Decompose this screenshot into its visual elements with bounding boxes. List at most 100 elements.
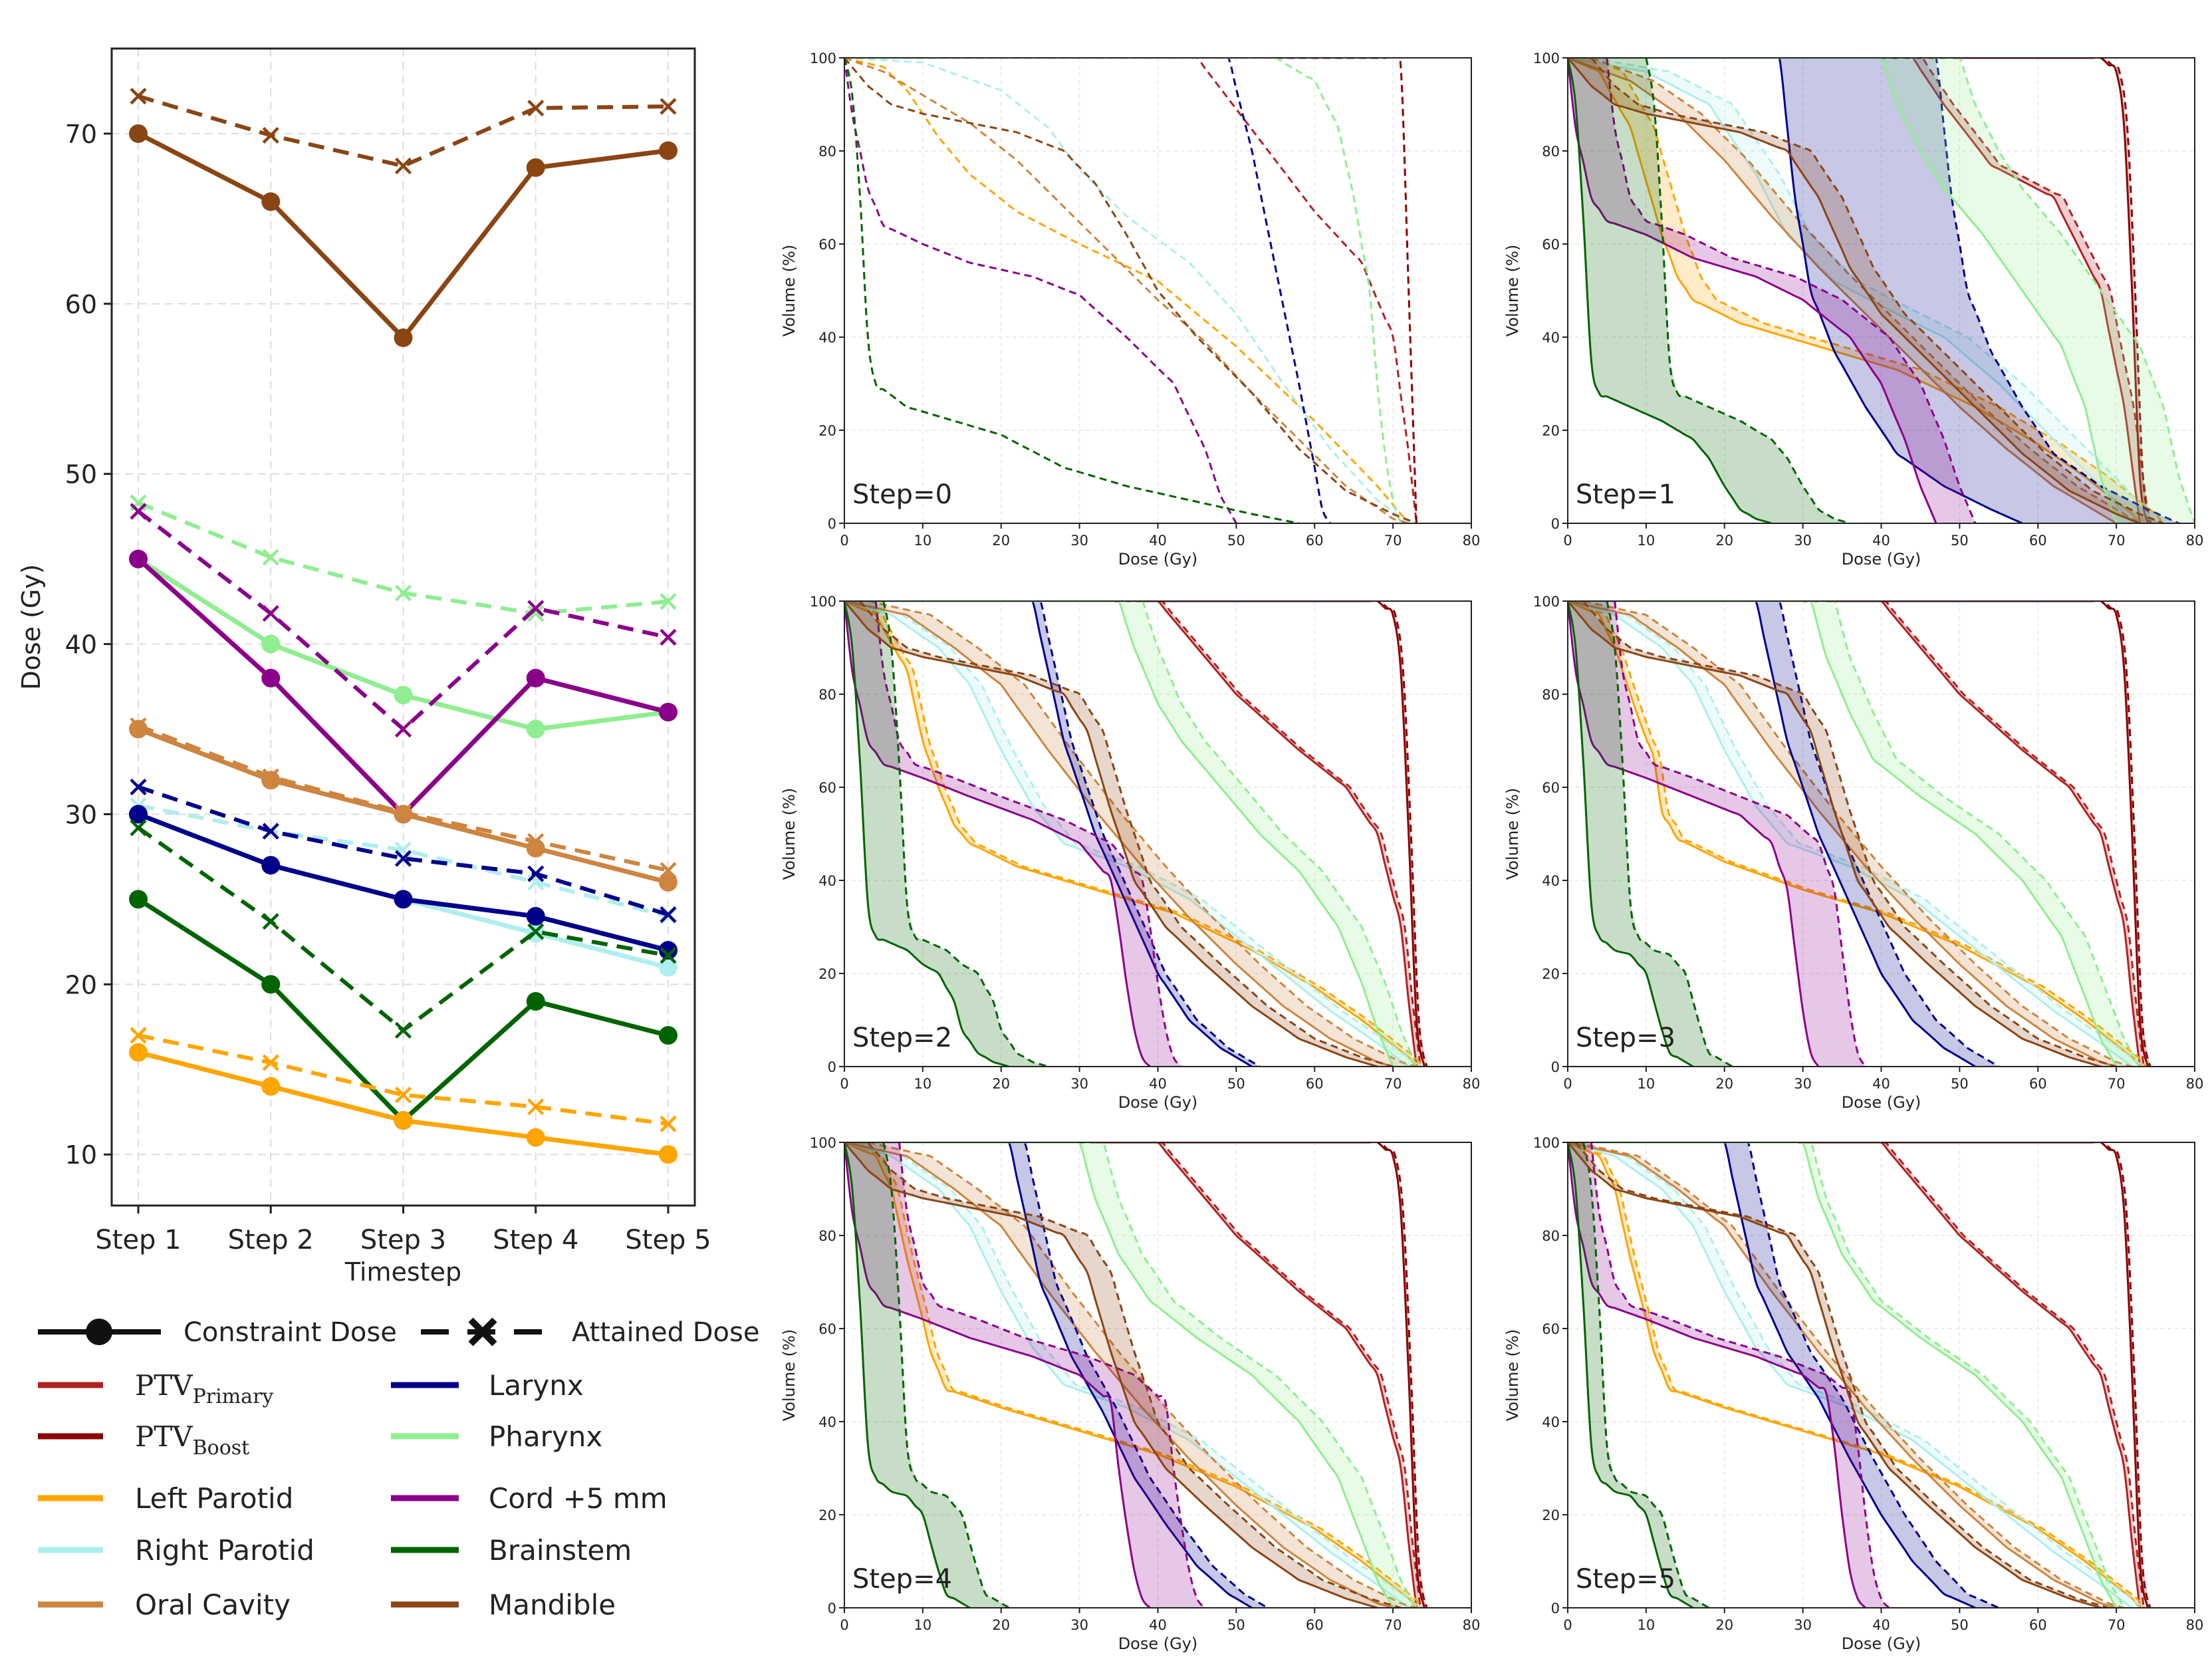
step-label: Step=3	[1576, 1023, 1675, 1053]
constraint-marker	[261, 975, 281, 994]
y-tick-label: 50	[65, 460, 97, 489]
dvh-band-oral-cavity	[1568, 601, 2132, 1067]
dvh-band-oral-cavity	[1568, 1142, 2124, 1608]
attained-dvh-cord-5-mm	[1590, 1142, 1890, 1608]
y-tick-label: 20	[818, 1507, 836, 1523]
dvh-panel-step-0: 0 10 20 30 40 50 60 70 80 0 20 40 60 80 100 Dose (Gy) Vo…	[780, 51, 1480, 569]
x-tick-label: 50	[1227, 533, 1245, 549]
attained-marker	[660, 1115, 677, 1132]
y-tick-label: 20	[1542, 423, 1560, 439]
attained-dvh-ptv-primary	[1577, 58, 2151, 523]
attained-dvh-larynx	[860, 1142, 1269, 1608]
constraint-marker	[394, 890, 413, 909]
curves	[844, 58, 1417, 523]
x-tick-label: 80	[1463, 1076, 1481, 1092]
curves	[844, 1142, 1428, 1608]
step-label: Step=2	[852, 1023, 952, 1053]
dvh-panel-step-2: 0 10 20 30 40 50 60 70 80 0 20 40 60 80 100 Dose (Gy) Vo…	[780, 594, 1480, 1112]
attained-dvh-brainstem	[1606, 601, 1733, 1067]
x-tick-label: 0	[840, 533, 848, 549]
dvh-band-larynx	[1568, 601, 1999, 1067]
y-tick-label: 0	[828, 1601, 836, 1616]
y-tick-label: 100	[1533, 51, 1560, 66]
legend-item-mandible: Mandible	[391, 1589, 616, 1621]
attained-dvh-mandible	[1582, 601, 2117, 1067]
attained-line-mandible	[138, 94, 669, 168]
constraint-dvh-left-parotid	[1568, 1142, 2141, 1608]
y-tick-label: 0	[828, 1059, 836, 1075]
curves	[844, 601, 1428, 1067]
x-tick-label: 70	[1384, 533, 1402, 549]
constraint-dvh-ptv-primary	[1568, 601, 2141, 1067]
y-tick-label: 20	[818, 966, 836, 982]
attained-marker	[660, 906, 677, 924]
attained-marker	[394, 720, 412, 738]
dvh-band-brainstem	[844, 601, 1048, 1067]
x-tick-label: 20	[1715, 1076, 1733, 1092]
legend-item-cord-5-mm: Cord +5 mm	[391, 1482, 668, 1515]
x-tick-label: 60	[2029, 1617, 2047, 1633]
constraint-dvh-larynx	[1568, 601, 1976, 1067]
constraint-dvh-mandible	[1568, 58, 2141, 523]
y-tick-label: 80	[1542, 687, 1560, 703]
constraint-dvh-left-parotid	[844, 601, 1417, 1067]
curves	[1568, 1142, 2151, 1608]
y-tick-label: 100	[810, 594, 836, 610]
legend-label: Mandible	[489, 1589, 616, 1621]
x-axis-label: Dose (Gy)	[1842, 1634, 1921, 1653]
y-axis-label: Volume (%)	[780, 1329, 799, 1421]
constraint-dvh-pharynx	[844, 601, 1394, 1067]
constraint-marker	[394, 1111, 413, 1130]
constraint-dvh-oral-cavity	[844, 601, 1394, 1067]
constraint-dvh-brainstem	[1568, 58, 1772, 523]
constraint-marker	[129, 719, 148, 739]
attained-marker	[130, 1027, 147, 1044]
constraint-marker	[659, 702, 677, 721]
attained-dvh-pharynx	[1646, 58, 2195, 523]
constraint-dvh-right-parotid	[844, 1142, 1410, 1608]
constraint-marker	[129, 805, 148, 824]
dvh-band-right-parotid	[1568, 601, 2144, 1067]
constraint-dvh-left-parotid	[844, 1142, 1417, 1608]
y-tick-label: 20	[1542, 966, 1560, 982]
x-tick-label: 10	[1638, 533, 1656, 549]
dvh-band-cord-5-mm	[1568, 601, 1866, 1067]
y-tick-label: 100	[810, 1135, 836, 1151]
dvh-band-mandible	[844, 1142, 1401, 1608]
x-axis-label: Dose (Gy)	[1118, 550, 1198, 569]
attained-dvh-oral-cavity	[844, 58, 1410, 523]
legend-item-right-parotid: Right Parotid	[38, 1534, 314, 1567]
x-tick-label: Step 2	[228, 1225, 314, 1255]
constraint-dvh-mandible	[844, 601, 1378, 1067]
attained-dvh-left-parotid	[1573, 601, 2148, 1067]
constraint-marker	[526, 907, 545, 926]
attained-dvh-ptv-primary	[1571, 1142, 2145, 1608]
constraint-marker	[394, 805, 413, 824]
x-tick-label: Step 5	[625, 1225, 711, 1255]
attained-marker	[394, 850, 412, 867]
y-tick-label: 0	[1551, 516, 1560, 532]
constraint-marker	[526, 991, 545, 1011]
y-tick-label: 60	[1542, 237, 1560, 253]
y-tick-label: 80	[1542, 1228, 1560, 1244]
constraint-dvh-ptv-primary	[1568, 58, 2141, 523]
dvh-band-left-parotid	[844, 601, 1423, 1067]
constraint-dvh-ptv-primary	[844, 601, 1417, 1067]
attained-dvh-left-parotid	[850, 1142, 1424, 1608]
step-label: Step=0	[852, 479, 952, 510]
y-tick-label: 30	[65, 800, 97, 829]
attained-dvh-mandible	[859, 601, 1394, 1067]
y-tick-label: 60	[65, 290, 97, 319]
constraint-dvh-right-parotid	[1568, 58, 2133, 523]
x-tick-label: 30	[1794, 1617, 1812, 1633]
x-tick-label: 20	[992, 533, 1010, 549]
constraint-dvh-cord-5-mm	[844, 601, 1151, 1067]
constraint-dvh-mandible	[844, 1142, 1378, 1608]
attained-dvh-cord-5-mm	[874, 601, 1183, 1067]
legend-item-oral-cavity: Oral Cavity	[38, 1589, 291, 1621]
x-tick-label: 10	[1638, 1617, 1656, 1633]
constraint-dvh-right-parotid	[844, 601, 1410, 1067]
x-tick-label: 50	[1951, 533, 1969, 549]
dvh-band-pharynx	[1568, 601, 2140, 1067]
